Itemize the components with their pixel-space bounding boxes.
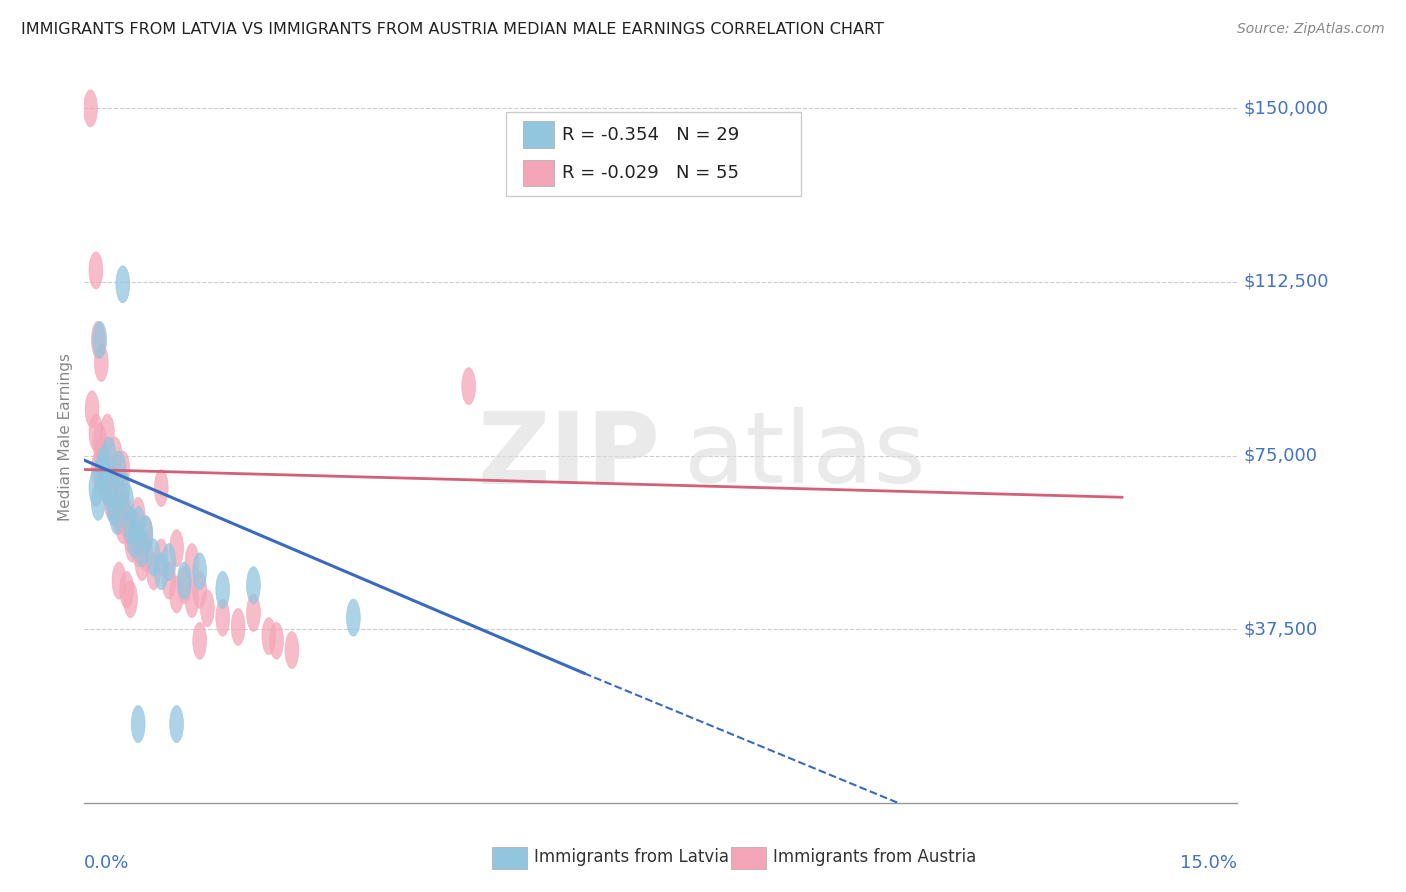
- Ellipse shape: [125, 525, 139, 562]
- Ellipse shape: [262, 617, 276, 655]
- Ellipse shape: [201, 590, 214, 627]
- Ellipse shape: [124, 581, 138, 617]
- Ellipse shape: [120, 483, 134, 520]
- Ellipse shape: [193, 553, 207, 590]
- Ellipse shape: [104, 483, 118, 520]
- Ellipse shape: [177, 566, 191, 604]
- Ellipse shape: [86, 391, 98, 428]
- Ellipse shape: [162, 543, 176, 581]
- Ellipse shape: [131, 507, 145, 543]
- Ellipse shape: [97, 446, 111, 483]
- Text: IMMIGRANTS FROM LATVIA VS IMMIGRANTS FROM AUSTRIA MEDIAN MALE EARNINGS CORRELATI: IMMIGRANTS FROM LATVIA VS IMMIGRANTS FRO…: [21, 22, 884, 37]
- Ellipse shape: [285, 632, 299, 668]
- Ellipse shape: [83, 90, 97, 127]
- Ellipse shape: [100, 414, 114, 451]
- Text: 15.0%: 15.0%: [1180, 854, 1237, 872]
- Ellipse shape: [170, 706, 184, 743]
- Ellipse shape: [112, 562, 127, 599]
- Ellipse shape: [231, 608, 245, 646]
- Ellipse shape: [89, 414, 103, 451]
- Ellipse shape: [100, 469, 114, 507]
- Ellipse shape: [170, 576, 184, 613]
- Text: $37,500: $37,500: [1243, 620, 1317, 638]
- Text: $75,000: $75,000: [1243, 447, 1317, 465]
- Ellipse shape: [215, 599, 229, 636]
- Ellipse shape: [91, 321, 105, 359]
- Ellipse shape: [103, 437, 115, 475]
- Ellipse shape: [108, 437, 122, 475]
- Ellipse shape: [162, 562, 176, 599]
- Text: ZIP: ZIP: [478, 407, 661, 504]
- Ellipse shape: [110, 497, 124, 534]
- Ellipse shape: [89, 252, 103, 289]
- Ellipse shape: [139, 534, 153, 572]
- Ellipse shape: [115, 469, 129, 507]
- Ellipse shape: [112, 497, 127, 534]
- Text: Immigrants from Austria: Immigrants from Austria: [773, 848, 977, 866]
- Text: Source: ZipAtlas.com: Source: ZipAtlas.com: [1237, 22, 1385, 37]
- Ellipse shape: [115, 451, 129, 488]
- Ellipse shape: [131, 497, 145, 534]
- Ellipse shape: [193, 623, 207, 659]
- Ellipse shape: [120, 502, 134, 539]
- Y-axis label: Median Male Earnings: Median Male Earnings: [58, 353, 73, 521]
- Ellipse shape: [146, 553, 160, 590]
- Ellipse shape: [461, 368, 475, 405]
- Ellipse shape: [110, 475, 124, 511]
- Ellipse shape: [186, 543, 198, 581]
- Ellipse shape: [135, 530, 149, 566]
- Ellipse shape: [270, 623, 284, 659]
- Ellipse shape: [186, 581, 198, 617]
- Ellipse shape: [155, 553, 169, 590]
- Ellipse shape: [346, 599, 360, 636]
- Text: R = -0.029   N = 55: R = -0.029 N = 55: [562, 164, 740, 182]
- Ellipse shape: [93, 423, 107, 460]
- Ellipse shape: [118, 492, 131, 530]
- Ellipse shape: [128, 511, 141, 549]
- Ellipse shape: [115, 507, 129, 543]
- Ellipse shape: [114, 483, 128, 520]
- Ellipse shape: [146, 539, 160, 576]
- Ellipse shape: [94, 344, 108, 382]
- Text: $150,000: $150,000: [1243, 99, 1329, 118]
- Ellipse shape: [107, 488, 121, 525]
- Ellipse shape: [108, 488, 122, 525]
- Text: 0.0%: 0.0%: [84, 854, 129, 872]
- Ellipse shape: [112, 451, 127, 488]
- Ellipse shape: [89, 469, 103, 507]
- Ellipse shape: [115, 266, 129, 302]
- Ellipse shape: [97, 446, 111, 483]
- Ellipse shape: [170, 530, 184, 566]
- Ellipse shape: [139, 516, 153, 553]
- Ellipse shape: [177, 562, 191, 599]
- Ellipse shape: [215, 572, 229, 608]
- Ellipse shape: [91, 483, 105, 520]
- Ellipse shape: [128, 520, 141, 558]
- Ellipse shape: [131, 706, 145, 743]
- Ellipse shape: [93, 321, 107, 359]
- Text: $112,500: $112,500: [1243, 273, 1329, 291]
- Ellipse shape: [103, 456, 115, 492]
- Text: R = -0.354   N = 29: R = -0.354 N = 29: [562, 126, 740, 144]
- Ellipse shape: [139, 516, 153, 553]
- Ellipse shape: [94, 437, 108, 475]
- Ellipse shape: [246, 594, 260, 632]
- Ellipse shape: [107, 469, 121, 507]
- Ellipse shape: [193, 572, 207, 608]
- Text: Immigrants from Latvia: Immigrants from Latvia: [534, 848, 730, 866]
- Ellipse shape: [94, 456, 108, 492]
- Text: atlas: atlas: [683, 407, 925, 504]
- Ellipse shape: [98, 460, 112, 497]
- Ellipse shape: [91, 451, 105, 488]
- Ellipse shape: [155, 539, 169, 576]
- Ellipse shape: [131, 530, 145, 566]
- Ellipse shape: [98, 465, 112, 502]
- Ellipse shape: [246, 566, 260, 604]
- Ellipse shape: [120, 572, 134, 608]
- Ellipse shape: [155, 469, 169, 507]
- Ellipse shape: [104, 475, 118, 511]
- Ellipse shape: [124, 507, 138, 543]
- Ellipse shape: [135, 543, 149, 581]
- Ellipse shape: [124, 516, 138, 553]
